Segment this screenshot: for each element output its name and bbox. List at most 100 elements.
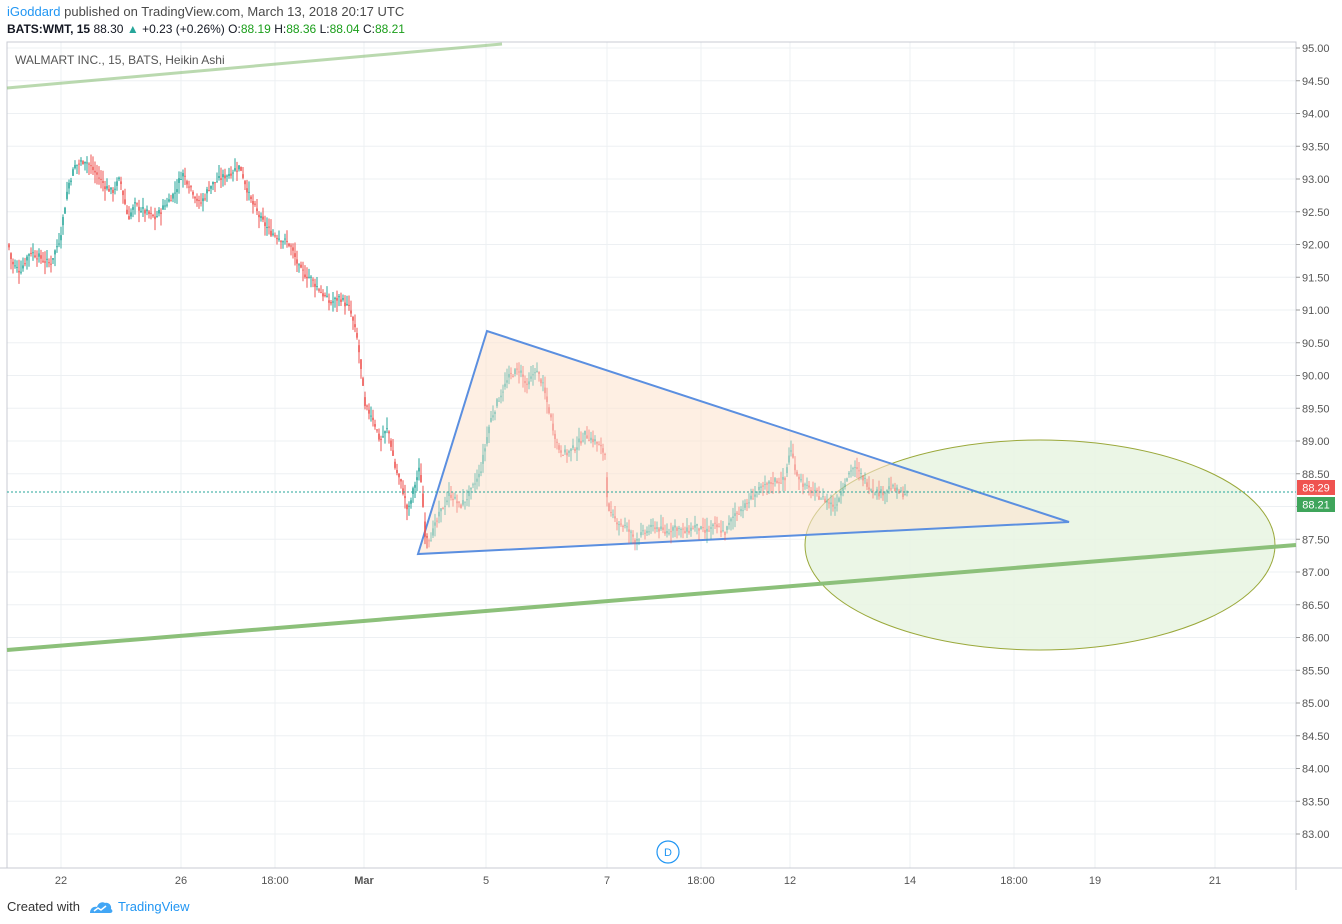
- published-text: published on TradingView.com, March 13, …: [64, 4, 405, 19]
- candle: [602, 443, 604, 461]
- candle: [356, 327, 358, 340]
- candle: [26, 254, 28, 270]
- candle: [454, 492, 456, 500]
- tradingview-logo-icon[interactable]: [88, 899, 114, 915]
- candle: [274, 232, 276, 238]
- candle-body: [856, 467, 858, 469]
- candle-body: [100, 178, 102, 180]
- candle: [530, 365, 532, 382]
- candle-body: [254, 203, 256, 205]
- candle-body: [242, 174, 244, 178]
- candle: [762, 481, 764, 496]
- candle-body: [652, 525, 654, 527]
- candle-body: [232, 172, 234, 174]
- candle-body: [458, 501, 460, 503]
- candle: [60, 226, 62, 249]
- lower-trendline[interactable]: [6, 543, 1297, 652]
- candle-body: [166, 204, 168, 206]
- candle-body: [96, 172, 98, 175]
- candle: [570, 448, 572, 462]
- candle-body: [456, 501, 458, 504]
- candle-body: [396, 470, 398, 473]
- candle: [548, 404, 550, 415]
- candle: [820, 497, 822, 500]
- candle: [614, 505, 616, 523]
- chart-header: iGoddard published on TradingView.com, M…: [0, 0, 1342, 42]
- candle-body: [752, 498, 754, 500]
- candle-body: [568, 451, 570, 453]
- candle-body: [534, 372, 536, 374]
- candle: [682, 522, 684, 539]
- candle-body: [496, 399, 498, 407]
- triangle-pattern[interactable]: [416, 329, 1070, 556]
- candle-body: [462, 500, 464, 505]
- symbol-label[interactable]: BATS:WMT, 15: [7, 22, 91, 36]
- tradingview-brand[interactable]: TradingView: [118, 899, 190, 914]
- candle: [562, 454, 564, 456]
- candle-body: [318, 289, 320, 291]
- candle-body: [570, 448, 572, 452]
- open-label: O:: [228, 22, 241, 36]
- price-axis[interactable]: 95.00 94.50 94.00 93.50 93.00 92.50 92.00 91.50…: [1296, 43, 1330, 841]
- candle: [864, 472, 866, 484]
- candle-body: [862, 475, 864, 481]
- candle-body: [376, 429, 378, 431]
- candle: [786, 463, 788, 477]
- candle-body: [644, 532, 646, 534]
- candle: [648, 524, 650, 536]
- candle: [790, 440, 792, 457]
- candle: [904, 484, 906, 496]
- candle: [796, 469, 798, 477]
- candle: [772, 471, 774, 494]
- time-axis[interactable]: 22 26 18:00 Mar 5 7 18:00 12 14 18:00 19 21: [55, 875, 1221, 887]
- candle-body: [206, 189, 208, 194]
- candle: [204, 193, 206, 202]
- candle-body: [608, 503, 610, 512]
- candle: [854, 460, 856, 477]
- y-tick-label: 92.50: [1302, 207, 1330, 219]
- candle: [468, 485, 470, 507]
- candle: [392, 438, 394, 456]
- candle: [272, 229, 274, 237]
- candle: [516, 362, 518, 375]
- candle: [54, 249, 56, 267]
- candle: [276, 234, 278, 245]
- candle: [440, 507, 442, 523]
- candle: [310, 275, 312, 288]
- day-marker-icon[interactable]: [656, 840, 680, 864]
- candle: [166, 197, 168, 208]
- candle: [88, 162, 90, 175]
- candle: [442, 506, 444, 510]
- candle: [508, 365, 510, 385]
- candle: [646, 526, 648, 537]
- upper-trendline[interactable]: [6, 42, 503, 90]
- candle: [744, 499, 746, 511]
- candle: [22, 257, 24, 272]
- candle: [836, 494, 838, 512]
- candle-body: [538, 371, 540, 375]
- candle-body: [234, 168, 236, 171]
- candle: [686, 517, 688, 538]
- candle-body: [602, 448, 604, 453]
- candle: [180, 171, 182, 181]
- candle: [600, 437, 602, 455]
- candle: [598, 441, 600, 446]
- candle-body: [562, 454, 564, 456]
- author-link[interactable]: iGoddard: [7, 4, 61, 19]
- candle-body: [182, 173, 184, 177]
- candle: [726, 525, 728, 534]
- candle-body: [524, 380, 526, 384]
- candle: [374, 419, 376, 430]
- candle-body: [606, 477, 608, 498]
- candle-body: [696, 524, 698, 526]
- candle: [476, 469, 478, 490]
- candle-body: [600, 444, 602, 447]
- candle: [510, 367, 512, 380]
- candle: [144, 208, 146, 222]
- candle-body: [714, 522, 716, 524]
- candle: [712, 523, 714, 535]
- candle: [336, 290, 338, 313]
- candle: [106, 178, 108, 191]
- candle: [406, 503, 408, 521]
